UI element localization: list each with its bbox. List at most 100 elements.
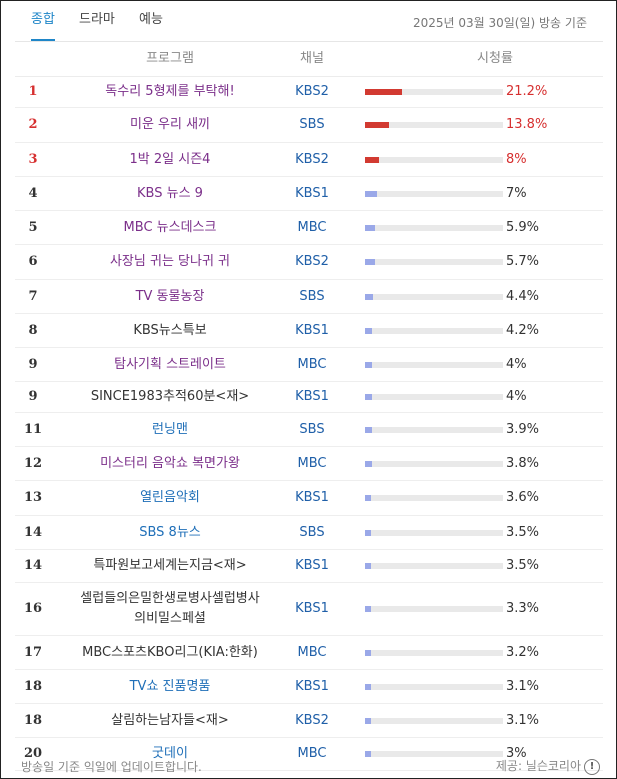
rank-number: 1 (28, 84, 38, 99)
rating-bar-fill (365, 684, 371, 690)
program-title-link[interactable]: TV쇼 진품명품 (55, 670, 285, 703)
program-title-link[interactable]: 미운 우리 새끼 (55, 108, 285, 142)
program-title-link[interactable]: KBS 뉴스 9 (55, 177, 285, 210)
program-title-link[interactable]: 굿데이 (55, 738, 285, 770)
table-row[interactable]: 13 열린음악회 KBS1 3.6% (15, 481, 603, 516)
rating-bar-track (365, 650, 503, 656)
program-title-link[interactable]: 사장님 귀는 당나귀 귀 (55, 245, 285, 279)
table-row[interactable]: 12 미스터리 음악쇼 복면가왕 MBC 3.8% (15, 447, 603, 481)
program-title-link[interactable]: 살림하는남자들<재> (55, 704, 285, 737)
rating-value: 4.4% (506, 289, 540, 304)
rank-number: 16 (23, 601, 43, 616)
program-title-link[interactable]: 탐사기획 스트레이트 (55, 348, 285, 381)
program-title-line: TV 동물농장 (135, 289, 205, 304)
table-row[interactable]: 9 탐사기획 스트레이트 MBC 4% (15, 348, 603, 382)
program-title-link[interactable]: 1박 2일 시즌4 (55, 143, 285, 176)
rank-number: 4 (28, 186, 38, 201)
channel-name: KBS2 (295, 254, 329, 269)
rating-bar-track (365, 225, 503, 231)
rating-bar-track (365, 259, 503, 265)
rating-bar-fill (365, 718, 371, 724)
table-row[interactable]: 8 KBS뉴스특보 KBS1 4.2% (15, 314, 603, 348)
channel-name: SBS (299, 117, 325, 132)
table-row[interactable]: 14 특파원보고세계는지금<재> KBS1 3.5% (15, 550, 603, 583)
program-title-line: 미운 우리 새끼 (129, 117, 211, 132)
rating-bar-fill (365, 461, 372, 467)
channel-name: KBS1 (295, 490, 329, 505)
table-row[interactable]: 4 KBS 뉴스 9 KBS1 7% (15, 177, 603, 211)
column-header-program: 프로그램 (146, 51, 194, 66)
rating-bar-track (365, 684, 503, 690)
table-row[interactable]: 14 SBS 8뉴스 SBS 3.5% (15, 516, 603, 550)
table-row[interactable]: 7 TV 동물농장 SBS 4.4% (15, 280, 603, 314)
table-row[interactable]: 18 살림하는남자들<재> KBS2 3.1% (15, 704, 603, 738)
program-title-link[interactable]: SBS 8뉴스 (55, 516, 285, 549)
rating-bar-fill (365, 294, 373, 300)
rating-value: 4.2% (506, 323, 540, 338)
broadcast-date-note: 2025년 03월 30일(일) 방송 기준 (412, 16, 587, 30)
table-row[interactable]: 5 MBC 뉴스데스크 MBC 5.9% (15, 211, 603, 245)
rating-value: 7% (506, 186, 527, 201)
program-title-link[interactable]: SINCE1983추적60분<재> (55, 382, 285, 412)
tab-all[interactable]: 종합 (31, 1, 55, 41)
rating-bar-fill (365, 225, 375, 231)
rank-number: 8 (28, 323, 38, 338)
rating-bar-track (365, 191, 503, 197)
channel-name: KBS1 (295, 389, 329, 404)
program-title-line: 미스터리 음악쇼 복면가왕 (100, 456, 240, 471)
program-title-link[interactable]: 열린음악회 (55, 481, 285, 515)
program-title-link[interactable]: TV 동물농장 (55, 280, 285, 313)
channel-name: KBS1 (295, 323, 329, 338)
rating-value: 4% (506, 389, 527, 404)
tab-variety[interactable]: 예능 (139, 12, 163, 27)
program-title-line: 굿데이 (152, 746, 188, 761)
channel-name: KBS2 (295, 84, 329, 99)
rank-number: 20 (23, 746, 43, 761)
rank-number: 6 (28, 254, 38, 269)
rating-bar-track (365, 718, 503, 724)
channel-name: SBS (299, 422, 325, 437)
rank-number: 9 (28, 357, 38, 372)
rating-value: 13.8% (506, 117, 548, 132)
program-title-link[interactable]: KBS뉴스특보 (55, 314, 285, 347)
program-title-link[interactable]: 런닝맨 (55, 413, 285, 446)
rating-value: 3.9% (506, 422, 540, 437)
program-title-line: 독수리 5형제를 부탁해! (105, 84, 235, 99)
table-row[interactable]: 18 TV쇼 진품명품 KBS1 3.1% (15, 670, 603, 704)
rating-value: 5.7% (506, 254, 540, 269)
rating-bar-fill (365, 751, 371, 757)
program-title-line: 의비밀스페셜 (134, 611, 206, 626)
rating-bar-track (365, 362, 503, 368)
program-title-link[interactable]: 미스터리 음악쇼 복면가왕 (55, 447, 285, 480)
tab-drama[interactable]: 드라마 (79, 12, 115, 27)
rating-bar-fill (365, 650, 371, 656)
tab-bar: 종합 드라마 예능 2025년 03월 30일(일) 방송 기준 (15, 1, 603, 42)
table-row[interactable]: 2 미운 우리 새끼 SBS 13.8% (15, 108, 603, 143)
channel-name: KBS1 (295, 601, 329, 616)
program-title-link[interactable]: MBC 뉴스데스크 (55, 211, 285, 244)
rating-bar-fill (365, 530, 371, 536)
program-title-line: 셀럽들의은밀한생로병사셀럽병사 (80, 591, 260, 606)
program-title-link[interactable]: 특파원보고세계는지금<재> (55, 550, 285, 582)
program-title-link[interactable]: MBC스포츠KBO리그(KIA:한화) (55, 636, 285, 669)
table-row[interactable]: 11 런닝맨 SBS 3.9% (15, 413, 603, 447)
rating-bar-fill (365, 394, 372, 400)
info-icon[interactable]: ! (584, 758, 600, 775)
program-title-line: 1박 2일 시즌4 (129, 152, 211, 167)
program-title-line: MBC 뉴스데스크 (123, 220, 217, 235)
program-title-link[interactable]: 독수리 5형제를 부탁해! (55, 76, 285, 107)
table-row[interactable]: 3 1박 2일 시즌4 KBS2 8% (15, 143, 603, 177)
rating-value: 3.5% (506, 558, 540, 573)
program-title-line: SBS 8뉴스 (139, 525, 201, 540)
rating-value: 3.3% (506, 601, 540, 616)
program-title-line: 탐사기획 스트레이트 (114, 357, 226, 372)
table-row[interactable]: 20 굿데이 MBC 3% (15, 738, 603, 771)
provider-credit: 제공: 닐슨코리아! (496, 757, 600, 775)
table-row[interactable]: 9 SINCE1983추적60분<재> KBS1 4% (15, 382, 603, 413)
table-row[interactable]: 1 독수리 5형제를 부탁해! KBS2 21.2% (15, 76, 603, 108)
table-row[interactable]: 17 MBC스포츠KBO리그(KIA:한화) MBC 3.2% (15, 636, 603, 670)
table-row[interactable]: 6 사장님 귀는 당나귀 귀 KBS2 5.7% (15, 245, 603, 280)
